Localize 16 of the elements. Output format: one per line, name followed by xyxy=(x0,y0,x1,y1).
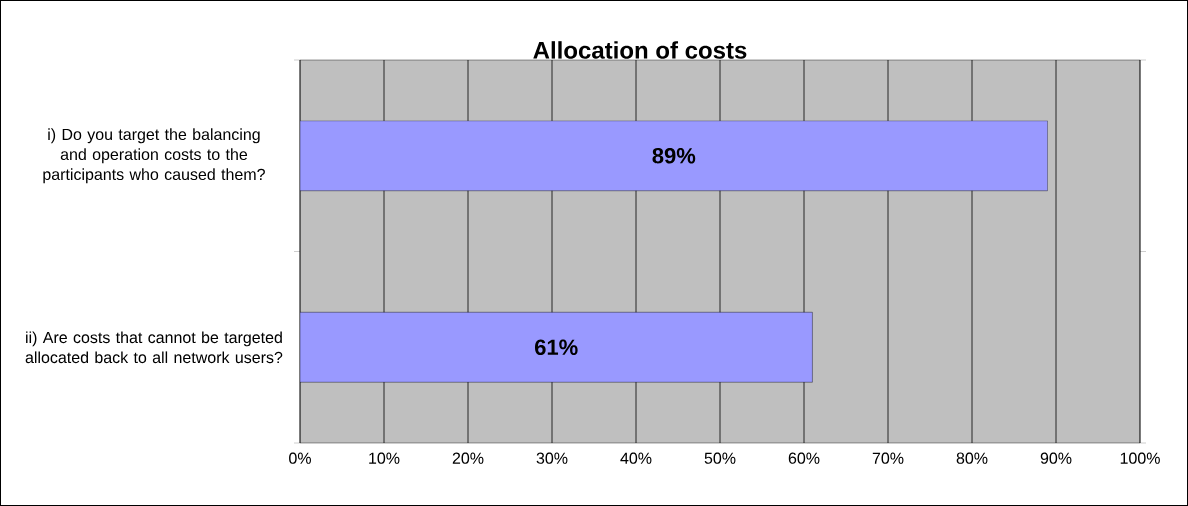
x-tick-label: 40% xyxy=(620,452,652,464)
data-label: 89% xyxy=(652,147,696,164)
x-tick-label: 90% xyxy=(1040,452,1072,464)
x-tick-label: 60% xyxy=(788,452,820,464)
x-tick-label: 100% xyxy=(1120,452,1160,464)
chart-title: Allocation of costs xyxy=(533,41,747,59)
x-tick-label: 80% xyxy=(956,452,988,464)
x-tick-label: 10% xyxy=(369,452,400,464)
y-tick-label: i) Do you target the balancing and operation costs to the participants who caused them? xyxy=(43,128,265,184)
x-tick-label: 30% xyxy=(536,452,568,464)
x-tick-label: 20% xyxy=(452,452,484,464)
x-tick-label: 50% xyxy=(704,452,736,464)
y-tick-label: ii) Are costs that cannot be targeted allocated back to all network users? xyxy=(25,331,283,364)
x-tick-label: 70% xyxy=(872,452,904,464)
data-label: 61% xyxy=(534,339,578,356)
x-tick-label: 0% xyxy=(289,452,311,464)
